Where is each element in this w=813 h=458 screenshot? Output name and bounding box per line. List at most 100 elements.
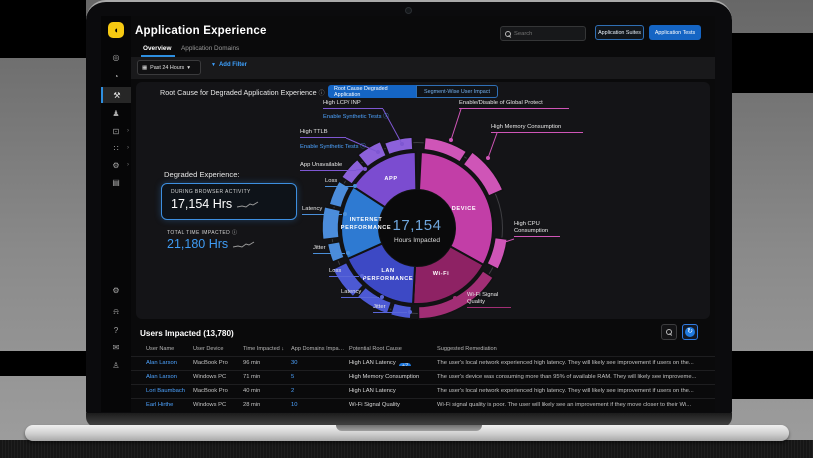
webcam: [405, 7, 412, 14]
column-header-6[interactable]: Suggested Remediation: [437, 346, 497, 352]
laptop-hinge: [86, 413, 732, 427]
reports-icon: ▤: [112, 177, 120, 187]
chevron-right-icon: ›: [127, 145, 129, 151]
sidebar-item-monitoring[interactable]: ◎: [101, 49, 131, 65]
panel-title-text: Root Cause for Degraded Application Expe…: [160, 88, 317, 97]
user-name-link[interactable]: Alan Larson: [146, 374, 177, 380]
search-icon: [666, 329, 672, 335]
apps-icon: ∷: [113, 143, 119, 153]
sidebar-item-help[interactable]: ?: [113, 325, 119, 335]
table-header-row: User Name User Device Time Impacted ↓ App D…: [131, 343, 715, 356]
time-range-dropdown[interactable]: ▦ Past 24 Hours ▾: [137, 60, 201, 75]
application-suites-button[interactable]: Application Suites: [595, 25, 644, 40]
table-refresh-button[interactable]: ↻: [682, 324, 698, 340]
time-impacted: 96 min: [243, 360, 261, 366]
column-header-3[interactable]: Time Impacted ↓: [243, 346, 285, 352]
sidebar-item-reports[interactable]: ▤: [101, 174, 131, 190]
laptop-base-notch: [336, 425, 482, 431]
users-table: User Name User Device Time Impacted ↓ App D…: [131, 343, 715, 412]
app-domains-link[interactable]: 10: [291, 402, 298, 408]
table-row[interactable]: Lori Baumbach MacBook Pro 40 min 2 High LAN …: [131, 384, 715, 398]
sidebar-item-feedback[interactable]: ✉: [112, 342, 120, 352]
browser-activity-stat-card[interactable]: DURING BROWSER ACTIVITY 17,154 Hrs: [161, 183, 297, 220]
sidebar-item-account[interactable]: ♙: [112, 360, 120, 370]
time-impacted: 40 min: [243, 388, 261, 394]
total-time-impacted-label: TOTAL TIME IMPACTED ⓘ: [167, 229, 237, 236]
table-row[interactable]: Alan Larson MacBook Pro 96 min 30 High LAN L…: [131, 356, 715, 370]
user-device: MacBook Pro: [193, 360, 228, 366]
brand-logo-icon[interactable]: ◖: [108, 22, 124, 38]
app-domains-link[interactable]: 30: [291, 360, 298, 366]
time-impacted: 28 min: [243, 402, 261, 408]
sparkline: [233, 241, 255, 248]
tab-application-domains[interactable]: Application Domains: [181, 45, 240, 52]
view-toggle: Root Cause Degraded Application Segment-…: [328, 85, 498, 98]
time-impacted: 71 min: [243, 374, 261, 380]
column-header-5[interactable]: Potential Root Cause: [349, 346, 402, 352]
endpoints-icon: ⊡: [112, 126, 120, 136]
active-tab-underline: [141, 55, 175, 57]
total-time-impacted-value: 21,180 Hrs: [167, 237, 255, 251]
table-search-button[interactable]: [661, 324, 677, 340]
app-screen: ◖ ◎ ◔ ⚒ ♟ ⊡ › ∷ › ⚙ › ▤ ⚙ ⍾? ✉ ♙ Application Experien…: [101, 16, 715, 412]
total-time-impacted-text: TOTAL TIME IMPACTED: [167, 230, 231, 236]
tab-overview[interactable]: Overview: [143, 45, 172, 52]
sidebar-item-automation[interactable]: ⚙ ›: [101, 157, 131, 173]
sidebar-item-endpoints[interactable]: ⊡ ›: [101, 123, 131, 139]
table-row[interactable]: Earl Hirthe Windows PC 28 min 10 Wi-Fi Signa…: [131, 398, 715, 412]
toggle-segment-wise-button[interactable]: Segment-Wise User Impact: [416, 85, 498, 98]
application-tests-button[interactable]: Application Tests: [649, 25, 701, 40]
refresh-icon: ↻: [685, 327, 695, 337]
monitoring-icon: ◎: [112, 52, 120, 62]
column-header-2[interactable]: User Device: [193, 346, 224, 352]
sparkline: [237, 201, 259, 208]
time-range-value: Past 24 Hours: [150, 64, 185, 71]
user-name-link[interactable]: Lori Baumbach: [146, 388, 185, 394]
more-causes-badge[interactable]: +2: [398, 363, 412, 366]
user-name-link[interactable]: Earl Hirthe: [146, 402, 174, 408]
background-band-right-top: [727, 33, 813, 93]
user-device: MacBook Pro: [193, 388, 228, 394]
root-cause: High Memory Consumption: [349, 374, 420, 380]
page-title: Application Experience: [135, 25, 267, 37]
panel-title: Root Cause for Degraded Application Expe…: [160, 88, 325, 97]
info-icon[interactable]: ⓘ: [318, 91, 325, 97]
remediation: The user's device was consuming more tha…: [437, 374, 697, 380]
search-icon: [505, 30, 511, 37]
filter-bar: ▦ Past 24 Hours ▾ ▼ Add Filter: [131, 57, 715, 79]
add-filter-label: Add Filter: [218, 62, 247, 68]
column-header-1[interactable]: User Name: [146, 346, 175, 352]
toggle-root-cause-button[interactable]: Root Cause Degraded Application: [328, 85, 416, 98]
search-input[interactable]: [514, 30, 574, 37]
chevron-down-icon: ▾: [187, 64, 190, 71]
sidebar-item-application-experience[interactable]: ⚒: [101, 87, 131, 103]
table-surface: [0, 440, 813, 458]
funnel-icon: ▼: [211, 62, 216, 68]
app-domains-link[interactable]: 2: [291, 388, 295, 394]
remediation: The user's local network experienced hig…: [437, 360, 694, 366]
automation-icon: ⚙: [112, 160, 120, 170]
root-cause: Wi-Fi Signal Quality: [349, 402, 400, 408]
add-filter-button[interactable]: ▼ Add Filter: [211, 62, 247, 68]
user-name-link[interactable]: Alan Larson: [146, 360, 177, 366]
sidebar-item-settings[interactable]: ⚙: [112, 285, 120, 295]
sidebar-item-agents[interactable]: ♟: [101, 105, 131, 121]
user-device: Windows PC: [193, 374, 227, 380]
total-time-value-text: 21,180 Hrs: [167, 237, 229, 251]
table-row[interactable]: Alan Larson Windows PC 71 min 5 High Memory …: [131, 370, 715, 384]
root-cause: High LAN Latency +2: [349, 360, 435, 366]
remediation: Wi-Fi signal quality is poor. The user w…: [437, 402, 692, 408]
sidebar-item-dashboards[interactable]: ◔: [101, 68, 131, 84]
degraded-experience-heading: Degraded Experience:: [164, 170, 240, 179]
chevron-right-icon: ›: [127, 128, 129, 134]
sidebar-item-apps[interactable]: ∷ ›: [101, 140, 131, 156]
sidebar-item-alerts[interactable]: ⍾: [113, 307, 119, 316]
column-header-4[interactable]: App Domains Impacted: [291, 346, 346, 352]
app-domains-link[interactable]: 5: [291, 374, 295, 380]
background-band-left-bottom: [0, 351, 86, 376]
search-input-wrap[interactable]: [500, 26, 586, 41]
laptop-base: [25, 425, 789, 441]
remediation: The user's local network experienced hig…: [437, 388, 694, 394]
info-icon[interactable]: ⓘ: [231, 230, 238, 236]
